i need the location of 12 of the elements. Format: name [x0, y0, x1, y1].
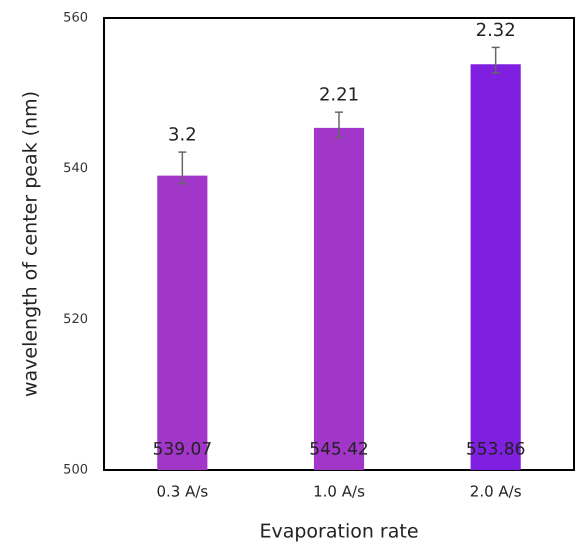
annotation: 3.2 [168, 124, 197, 146]
y-tick-label: 500 [63, 462, 88, 478]
y-tick-label: 560 [63, 10, 88, 26]
annotation: 2.32 [476, 20, 516, 41]
x-tick-label: 1.0 A/s [313, 482, 366, 500]
x-axis-title: Evaporation rate [259, 520, 419, 542]
x-tick-label: 0.3 A/s [156, 482, 208, 500]
x-tick-label: 2.0 A/s [470, 482, 522, 500]
y-tick-label: 540 [63, 161, 88, 176]
y-axis-title: wavelength of center peak (nm) [20, 90, 42, 398]
y-tick-label: 520 [63, 312, 88, 327]
annotation: 2.21 [318, 84, 360, 106]
